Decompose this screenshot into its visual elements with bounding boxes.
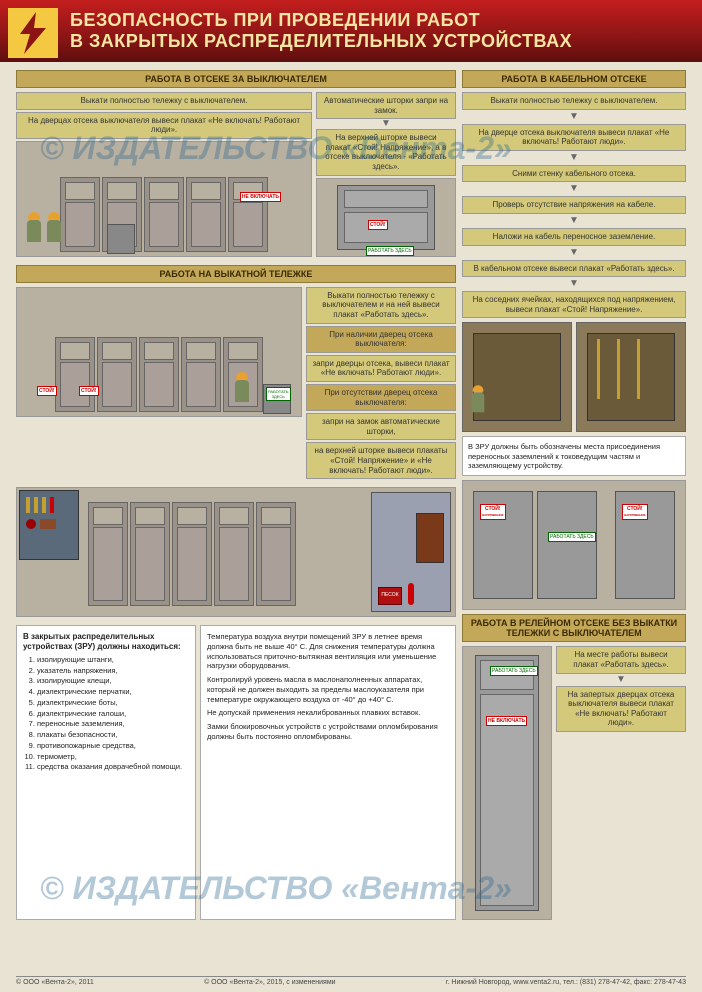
list-item: диэлектрические перчатки, [37,687,189,697]
sign-stop: СТОЙ! [79,386,99,396]
list-item: переносные заземления, [37,719,189,729]
footer-left: © ООО «Вента-2», 2011 [16,979,94,986]
instr: Наложи на кабель переносное заземление. [462,228,686,246]
instr: Автоматические шторки запри на замок. [316,92,456,119]
para: Не допускай применения некалиброванных п… [207,708,449,718]
arrow-icon: ▼ [556,677,686,683]
content: РАБОТА В ОТСЕКЕ ЗА ВЫКЛЮЧАТЕЛЕМ Выкати п… [16,70,686,920]
instr: Выкати полностью тележку с выключателем. [16,92,312,110]
sign-stop: СТОЙ!НАПРЯЖЕНИЕ [480,504,506,520]
instr: На верхней шторке вывеси плакат «Стой! Н… [316,129,456,175]
footer: © ООО «Вента-2», 2011 © ООО «Вента-2», 2… [16,976,686,986]
list-item: плакаты безопасности, [37,730,189,740]
footer-mid: © ООО «Вента-2», 2015, с изменениями [204,979,336,986]
sandbox: ПЕСОК [378,587,402,605]
arrow-icon: ▼ [462,114,686,120]
illus-switch-compartment: НЕ ВКЛЮЧАТЬ [16,141,312,257]
illus-room-overview: ПЕСОК [16,487,456,617]
para: Контролируй уровень масла в маслонаполне… [207,675,449,704]
instr: Сними стенку кабельного отсека. [462,165,686,183]
illus-cable-2 [576,322,686,432]
section-title-r3: РАБОТА В РЕЛЕЙНОМ ОТСЕКЕ БЕЗ ВЫКАТКИ ТЕЛ… [462,614,686,642]
tool-board [19,490,79,560]
safety-poster: ОРГАНИЗАЦИЯ ОБУЧЕНИЯ ПО ЭЛЕКТРОБЕЗОПАСНО… [0,0,702,992]
equipment-list: В закрытых распределительных устройствах… [16,625,196,920]
list-item: диэлектрические галоши, [37,709,189,719]
sign-noswitch: НЕ ВКЛЮЧАТЬ [486,716,527,726]
instr: Выкати полностью тележку с выключателем … [306,287,456,324]
title-line1: БЕЗОПАСНОСТЬ ПРИ ПРОВЕДЕНИИ РАБОТ [70,10,690,31]
para: Температура воздуха внутри помещений ЗРУ… [207,632,449,671]
instr-head: При наличии дверец отсека выключателя: [306,326,456,353]
footer-right: г. Нижний Новгород, www.venta2.ru, тел.:… [446,979,686,986]
arrow-icon: ▼ [462,250,686,256]
illus-trolley-work: СТОЙ! СТОЙ! РАБОТАТЬ ЗДЕСЬ [16,287,302,417]
sign-stop: СТОЙ!НАПРЯЖЕНИЕ [622,504,648,520]
instr: Выкати полностью тележку с выключателем. [462,92,686,110]
cable-illus-row [462,322,686,432]
title-line2: В ЗАКРЫТЫХ РАСПРЕДЕЛИТЕЛЬНЫХ УСТРОЙСТВАХ [70,31,690,52]
fire-ext-icon [408,583,414,605]
right-column: РАБОТА В КАБЕЛЬНОМ ОТСЕКЕ Выкати полност… [462,70,686,920]
section1-row: Выкати полностью тележку с выключателем.… [16,92,456,257]
arrow-icon: ▼ [462,155,686,161]
header: БЕЗОПАСНОСТЬ ПРИ ПРОВЕДЕНИИ РАБОТ В ЗАКР… [0,0,702,62]
illus-grounding: СТОЙ!НАПРЯЖЕНИЕ РАБОТАТЬ ЗДЕСЬ СТОЙ!НАПР… [462,480,686,610]
sign-work: РАБОТАТЬ ЗДЕСЬ [490,666,538,676]
temperature-text: Температура воздуха внутри помещений ЗРУ… [200,625,456,920]
list-item: изолирующие клещи, [37,676,189,686]
relay-row: РАБОТАТЬ ЗДЕСЬ НЕ ВКЛЮЧАТЬ На месте рабо… [462,646,686,920]
list-item: средства оказания доврачебной помощи. [37,762,189,772]
bottom-text-row: В закрытых распределительных устройствах… [16,625,456,920]
illus-single-cabinet: СТОЙ! РАБОТАТЬ ЗДЕСЬ [316,178,456,257]
section2-row: СТОЙ! СТОЙ! РАБОТАТЬ ЗДЕСЬ Выкати полнос… [16,287,456,479]
instr: На дверце отсека выключателя вывеси плак… [462,124,686,151]
para: Замки блокировочных устройств с устройст… [207,722,449,742]
door [416,513,444,563]
instr: На месте работы вывеси плакат «Работать … [556,646,686,673]
list-item: противопожарные средства, [37,741,189,751]
instr: запри дверцы отсека, вывеси плакат «Не в… [306,355,456,382]
section-title-1: РАБОТА В ОТСЕКЕ ЗА ВЫКЛЮЧАТЕЛЕМ [16,70,456,88]
sign-stop: СТОЙ! [368,220,388,230]
instr: на верхней шторке вывеси плакаты «Стой! … [306,442,456,479]
instr: Проверь отсутствие напряжения на кабеле. [462,196,686,214]
instr: На дверцах отсека выключателя вывеси пла… [16,112,312,139]
sign-noswitch: НЕ ВКЛЮЧАТЬ [240,192,281,202]
lightning-icon [8,8,58,58]
mid-text: В ЗРУ должны быть обозначены места присо… [462,436,686,476]
section-title-2: РАБОТА НА ВЫКАТНОЙ ТЕЛЕЖКЕ [16,265,456,283]
list: изолирующие штанги, указатель напряжения… [37,655,189,772]
sign-work: РАБОТАТЬ ЗДЕСЬ [548,532,596,542]
arrow-icon: ▼ [316,121,456,127]
sign-work: РАБОТАТЬ ЗДЕСЬ [366,246,414,256]
instr: запри на замок автоматические шторки, [306,413,456,440]
list-item: изолирующие штанги, [37,655,189,665]
room-wall: ПЕСОК [371,492,451,612]
list-title: В закрытых распределительных устройствах… [23,632,181,651]
section-title-r1: РАБОТА В КАБЕЛЬНОМ ОТСЕКЕ [462,70,686,88]
list-item: указатель напряжения, [37,666,189,676]
illus-relay: РАБОТАТЬ ЗДЕСЬ НЕ ВКЛЮЧАТЬ [462,646,552,920]
list-item: термометр, [37,752,189,762]
instr: На запертых дверцах отсека выключателя в… [556,686,686,732]
illus-cable-1 [462,322,572,432]
left-column: РАБОТА В ОТСЕКЕ ЗА ВЫКЛЮЧАТЕЛЕМ Выкати п… [16,70,456,920]
list-item: диэлектрические боты, [37,698,189,708]
instr: В кабельном отсеке вывеси плакат «Работа… [462,260,686,278]
arrow-icon: ▼ [462,186,686,192]
instr-head: При отсутствии дверец отсека выключателя… [306,384,456,411]
arrow-icon: ▼ [462,281,686,287]
instr: На соседних ячейках, находящихся под нап… [462,291,686,318]
arrow-icon: ▼ [462,218,686,224]
sign-stop: СТОЙ! [37,386,57,396]
